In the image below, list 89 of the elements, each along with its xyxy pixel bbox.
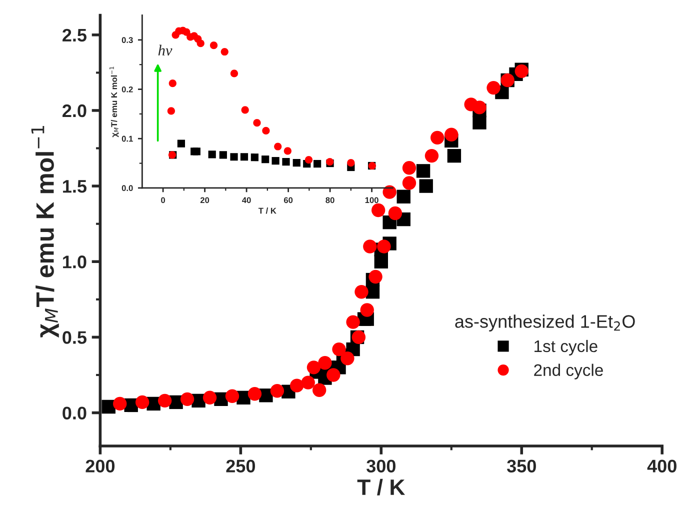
point <box>220 48 228 56</box>
point <box>444 128 458 142</box>
point <box>230 70 238 78</box>
point <box>416 164 430 178</box>
point <box>318 356 332 370</box>
point <box>210 42 218 50</box>
point <box>274 142 282 150</box>
point <box>371 203 386 218</box>
point <box>340 352 354 366</box>
point <box>250 154 258 162</box>
point <box>301 376 315 390</box>
x-tick-label: 20 <box>200 197 210 204</box>
y-tick-label: 2.5 <box>62 28 86 42</box>
point <box>332 342 346 356</box>
point <box>135 395 150 410</box>
point <box>419 179 433 193</box>
x-tick-label: 40 <box>242 197 251 204</box>
x-tick-label: 350 <box>506 460 536 473</box>
point <box>314 160 322 168</box>
point <box>346 315 360 329</box>
point <box>363 240 377 254</box>
point <box>253 119 261 127</box>
point <box>240 153 248 161</box>
point <box>262 126 270 135</box>
point <box>396 190 410 204</box>
point <box>447 148 462 163</box>
point <box>382 185 396 199</box>
point <box>312 383 326 397</box>
x-tick-label: 200 <box>86 460 115 472</box>
point <box>354 285 368 299</box>
y-axis-title: χ$_{M}$T/ emu K mol$^{−1}$ <box>31 126 59 338</box>
x-tick-label: 0 <box>161 197 166 204</box>
point <box>486 80 500 95</box>
point <box>202 390 217 404</box>
point <box>208 150 216 158</box>
x-tick-label: 80 <box>326 197 334 204</box>
point <box>230 153 238 161</box>
y-axis-title: χ$_{M}$T/ emu K mol$^{−1}$ <box>110 66 119 138</box>
annotation: hν <box>158 44 172 56</box>
point <box>196 40 204 48</box>
point <box>402 176 416 190</box>
x-tick-label: 60 <box>284 197 293 204</box>
point <box>167 107 175 115</box>
point <box>472 100 486 114</box>
point <box>219 151 227 159</box>
point <box>113 396 127 411</box>
point <box>225 389 240 403</box>
y-tick-label: 0.2 <box>122 86 133 92</box>
legend-label: 1st cycle <box>534 340 598 356</box>
point <box>282 158 290 166</box>
legend-label: 2nd cycle <box>534 364 603 380</box>
y-tick-label: 0.3 <box>122 37 133 44</box>
point <box>168 80 176 88</box>
x-tick-label: 100 <box>365 197 378 204</box>
point <box>284 147 292 155</box>
y-tick-label: 1.0 <box>63 256 86 268</box>
point <box>270 384 284 398</box>
x-tick-label: 250 <box>226 460 255 472</box>
point <box>388 206 402 220</box>
y-tick-label: 1.5 <box>63 180 86 193</box>
point <box>292 158 300 167</box>
point <box>158 394 172 408</box>
point <box>402 161 416 175</box>
point <box>272 157 280 165</box>
point <box>306 360 321 374</box>
point <box>360 303 374 317</box>
point <box>304 156 313 164</box>
point <box>347 158 355 167</box>
point <box>424 148 439 163</box>
point <box>248 387 262 401</box>
x-axis-title: T / K <box>258 208 276 214</box>
y-tick-label: 0.0 <box>122 185 133 192</box>
legend-title: as-synthesized 1-Et$_{2}$O <box>455 314 635 332</box>
y-tick-label: 0.0 <box>62 406 86 420</box>
point <box>377 240 391 254</box>
point <box>326 368 340 382</box>
x-axis-title: T / K <box>357 478 406 496</box>
point <box>430 130 444 145</box>
y-tick-label: 0.5 <box>62 331 86 344</box>
y-tick-label: 0.1 <box>122 136 133 142</box>
point <box>241 106 249 114</box>
point <box>262 156 270 164</box>
point <box>180 392 194 406</box>
point <box>177 140 186 148</box>
x-tick-label: 300 <box>366 460 396 473</box>
point <box>368 270 382 284</box>
x-tick-label: 400 <box>647 460 676 472</box>
point <box>290 378 304 392</box>
y-tick-label: 2.0 <box>62 104 86 118</box>
